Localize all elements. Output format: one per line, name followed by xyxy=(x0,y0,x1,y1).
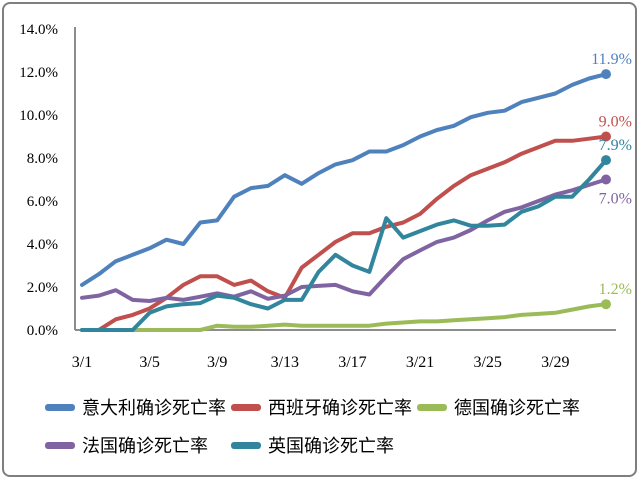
y-tick-label: 8.0% xyxy=(27,151,58,167)
series-end-label-uk: 7.9% xyxy=(599,137,632,154)
legend-line-swatch-uk xyxy=(231,441,261,449)
y-tick-label: 14.0% xyxy=(19,22,58,38)
line-chart-plot-area: 0.0% 2.0% 4.0% 6.0% 8.0% 10.0% 12.0% 14.0% 3/1 3/… xyxy=(19,22,632,371)
chart-legend: 意大利确诊死亡率 西班牙确诊死亡率 德国确诊死亡率法国确诊死亡率 英国确诊死亡率 xyxy=(45,392,615,468)
series-end-label-france: 7.0% xyxy=(599,191,632,208)
y-tick-label: 2.0% xyxy=(27,280,58,296)
series-end-label-italy: 11.9% xyxy=(591,51,632,68)
series-end-dot-france xyxy=(601,174,611,185)
x-tick-label: 3/25 xyxy=(473,354,501,371)
y-tick-label: 10.0% xyxy=(19,108,58,124)
series-end-dot-uk xyxy=(601,155,611,166)
legend-label-italy: 意大利确诊死亡率 xyxy=(82,398,226,418)
x-tick-label: 3/5 xyxy=(139,354,159,371)
legend-item-italy: 意大利确诊死亡率 xyxy=(45,392,231,422)
series-end-dot-germany xyxy=(601,299,611,310)
series-end-label-germany: 1.2% xyxy=(599,281,632,298)
series-end-dot-italy xyxy=(601,69,611,80)
legend-item-uk: 英国确诊死亡率 xyxy=(231,430,417,460)
y-tick-label: 12.0% xyxy=(19,65,58,81)
legend-label-uk: 英国确诊死亡率 xyxy=(268,436,394,456)
series-end-dot-spain xyxy=(601,131,611,142)
series-line-france xyxy=(80,177,608,303)
legend-label-germany: 德国确诊死亡率 xyxy=(454,398,580,418)
legend-item-spain: 西班牙确诊死亡率 xyxy=(231,392,417,422)
series-line-italy xyxy=(80,72,608,287)
y-tick-label: 0.0% xyxy=(27,323,58,339)
x-tick-label: 3/21 xyxy=(406,354,434,371)
x-tick-label: 3/17 xyxy=(338,354,366,371)
legend-line-swatch-italy xyxy=(45,403,75,411)
x-tick-label: 3/13 xyxy=(271,354,299,371)
legend-label-france: 法国确诊死亡率 xyxy=(82,436,208,456)
x-tick-label: 3/1 xyxy=(72,354,92,371)
y-tick-label: 4.0% xyxy=(27,237,58,253)
y-tick-label: 6.0% xyxy=(27,194,58,210)
series-line-germany xyxy=(80,302,608,332)
series-line-uk xyxy=(80,158,608,332)
series-end-label-spain: 9.0% xyxy=(599,114,632,131)
series-line-spain xyxy=(80,134,608,332)
legend-line-swatch-spain xyxy=(231,403,261,411)
legend-line-swatch-france xyxy=(45,441,75,449)
legend-item-germany: 德国确诊死亡率 xyxy=(417,392,603,422)
x-tick-label: 3/9 xyxy=(207,354,227,371)
legend-label-spain: 西班牙确诊死亡率 xyxy=(268,398,412,418)
x-tick-label: 3/29 xyxy=(541,354,569,371)
legend-item-france: 法国确诊死亡率 xyxy=(45,430,231,460)
legend-line-swatch-germany xyxy=(417,403,447,411)
